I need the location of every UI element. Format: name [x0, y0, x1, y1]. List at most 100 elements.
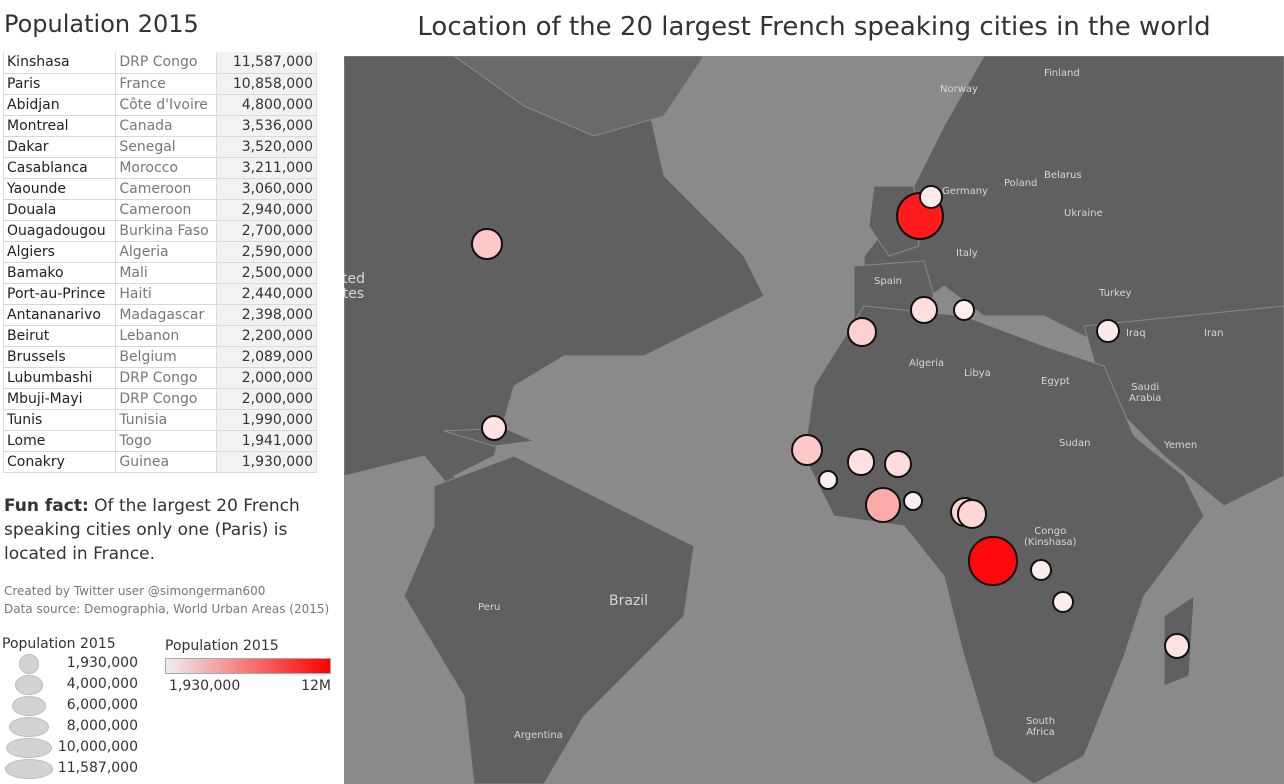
city-marker-port-au-prince[interactable] — [480, 414, 508, 442]
map-label: Sudan — [1059, 438, 1091, 449]
size-legend-value: 6,000,000 — [66, 697, 138, 713]
city-marker-tunis[interactable] — [952, 298, 976, 322]
country-name: Morocco — [115, 157, 217, 179]
population-value: 1,990,000 — [216, 409, 317, 431]
map-title: Location of the 20 largest French speaki… — [417, 12, 1211, 42]
city-name: Algiers — [3, 241, 116, 263]
city-marker-dakar[interactable] — [791, 434, 823, 466]
population-value: 3,520,000 — [216, 136, 317, 158]
table-row: Ouagadougou Burkina Faso 2,700,000 — [3, 220, 317, 242]
city-marker-casablanca[interactable] — [846, 316, 878, 348]
city-name: Montreal — [3, 115, 116, 137]
fun-fact: Fun fact: Of the largest 20 French speak… — [4, 494, 324, 566]
table-row: Douala Cameroon 2,940,000 — [3, 199, 317, 221]
country-name: France — [115, 73, 217, 95]
size-legend-item: 4,000,000 — [2, 675, 152, 696]
map[interactable]: Finland Norway Germany Poland Belarus Ukraine… — [344, 56, 1284, 784]
country-name: Mali — [115, 262, 217, 284]
table-row: Paris France 10,858,000 — [3, 73, 317, 95]
city-name: Abidjan — [3, 94, 116, 116]
city-name: Lubumbashi — [3, 367, 116, 389]
population-value: 2,700,000 — [216, 220, 317, 242]
table-row: Montreal Canada 3,536,000 — [3, 115, 317, 137]
city-marker-bamako[interactable] — [847, 448, 875, 476]
color-legend-max: 12M — [301, 678, 331, 694]
table-row: Conakry Guinea 1,930,000 — [3, 451, 317, 473]
map-label: Spain — [874, 276, 902, 287]
size-legend-title: Population 2015 — [2, 636, 116, 652]
map-label: Norway — [940, 84, 978, 95]
size-legend-item: 11,587,000 — [2, 759, 152, 780]
map-label: Algeria — [909, 358, 945, 369]
map-label: Italy — [956, 248, 978, 259]
map-label: Egypt — [1041, 376, 1070, 387]
size-legend-value: 10,000,000 — [57, 739, 138, 755]
city-marker-kinshasa[interactable] — [968, 536, 1018, 586]
table-row: Port-au-Prince Haiti 2,440,000 — [3, 283, 317, 305]
country-name: Belgium — [115, 346, 217, 368]
size-legend-value: 1,930,000 — [66, 655, 138, 671]
country-name: Canada — [115, 115, 217, 137]
city-marker-algiers[interactable] — [910, 296, 938, 324]
country-name: Togo — [115, 430, 217, 452]
city-marker-montreal[interactable] — [471, 228, 503, 260]
city-name: Yaounde — [3, 178, 116, 200]
map-label: Libya — [964, 368, 991, 379]
city-name: Casablanca — [3, 157, 116, 179]
city-name: Paris — [3, 73, 116, 95]
city-marker-lubumbashi[interactable] — [1051, 590, 1075, 614]
map-label: Iran — [1204, 328, 1224, 339]
population-value: 3,211,000 — [216, 157, 317, 179]
table-row: Mbuji-Mayi DRP Congo 2,000,000 — [3, 388, 317, 410]
city-marker-douala[interactable] — [957, 499, 987, 529]
table-row: Dakar Senegal 3,520,000 — [3, 136, 317, 158]
city-name: Bamako — [3, 262, 116, 284]
table-row: Lome Togo 1,941,000 — [3, 430, 317, 452]
table-title: Population 2015 — [4, 10, 199, 38]
country-name: Haiti — [115, 283, 217, 305]
population-value: 2,089,000 — [216, 346, 317, 368]
city-marker-beirut[interactable] — [1095, 318, 1121, 344]
map-label: ted tes — [344, 271, 365, 302]
city-marker-antananarivo[interactable] — [1163, 632, 1191, 660]
city-name: Beirut — [3, 325, 116, 347]
city-marker-mbuji-mayi[interactable] — [1029, 558, 1053, 582]
country-name: Côte d'Ivoire — [115, 94, 217, 116]
population-value: 1,941,000 — [216, 430, 317, 452]
color-legend: Population 2015 1,930,000 12M — [165, 638, 335, 694]
size-legend: Population 2015 1,930,000 4,000,000 6,000,… — [2, 636, 152, 780]
city-name: Lome — [3, 430, 116, 452]
city-marker-abidjan[interactable] — [864, 486, 901, 523]
population-value: 3,060,000 — [216, 178, 317, 200]
map-label: Argentina — [514, 730, 563, 741]
city-marker-conakry[interactable] — [818, 470, 838, 490]
country-name: Algeria — [115, 241, 217, 263]
city-name: Conakry — [3, 451, 116, 473]
country-name: DRP Congo — [115, 52, 217, 74]
size-legend-circle — [9, 717, 49, 737]
greenland — [453, 56, 705, 137]
size-legend-circle — [5, 759, 53, 779]
table-row: Algiers Algeria 2,590,000 — [3, 241, 317, 263]
population-value: 2,000,000 — [216, 367, 317, 389]
population-value: 3,536,000 — [216, 115, 317, 137]
city-marker-brussels[interactable] — [919, 185, 943, 209]
size-legend-item: 6,000,000 — [2, 696, 152, 717]
map-label: Yemen — [1164, 440, 1198, 451]
population-table: Kinshasa DRP Congo 11,587,000 Paris France 10… — [3, 52, 317, 473]
country-name: Lebanon — [115, 325, 217, 347]
city-marker-ouagadougou[interactable] — [883, 449, 913, 479]
population-value: 10,858,000 — [216, 73, 317, 95]
city-marker-lome[interactable] — [902, 490, 924, 512]
fun-fact-label: Fun fact: — [4, 496, 89, 516]
city-name: Dakar — [3, 136, 116, 158]
city-name: Antananarivo — [3, 304, 116, 326]
country-name: Guinea — [115, 451, 217, 473]
map-label: Germany — [942, 186, 988, 197]
size-legend-circle — [19, 654, 39, 674]
size-legend-circle — [6, 738, 52, 758]
city-name: Kinshasa — [3, 52, 116, 74]
table-row: Abidjan Côte d'Ivoire 4,800,000 — [3, 94, 317, 116]
credit-text: Created by Twitter user @simongerman600 — [4, 584, 266, 598]
country-name: DRP Congo — [115, 388, 217, 410]
